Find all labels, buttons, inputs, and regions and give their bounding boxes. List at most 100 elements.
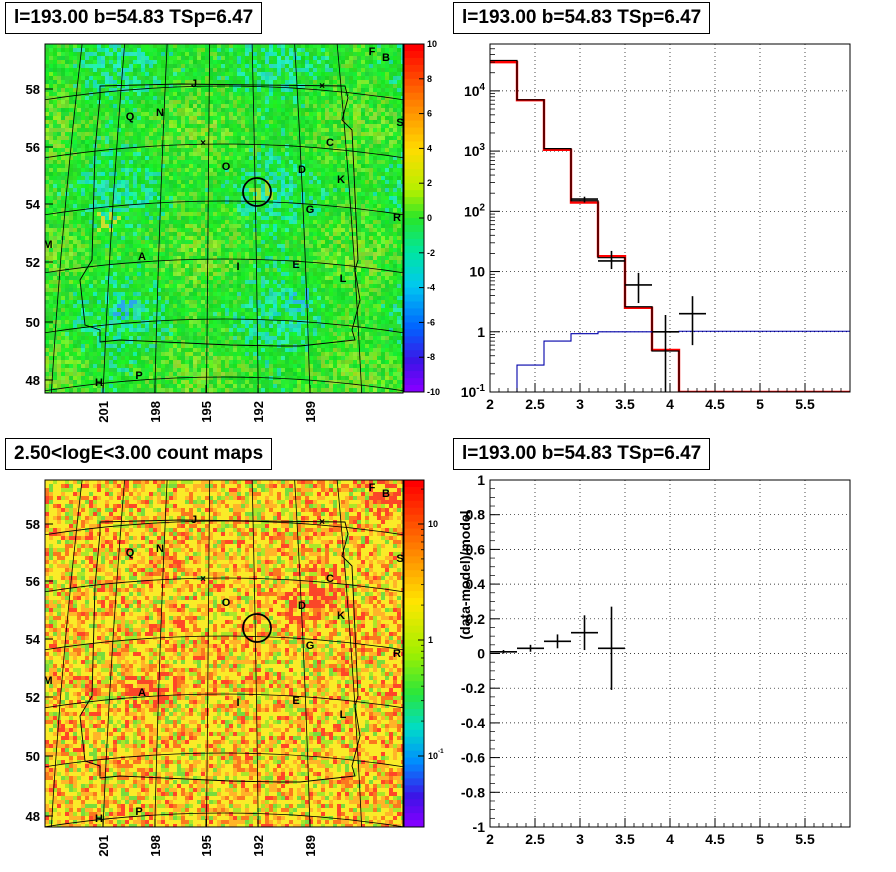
map-pixel	[241, 156, 245, 160]
map-pixel	[209, 140, 213, 144]
map-pixel	[365, 164, 369, 168]
map-pixel	[113, 76, 117, 80]
map-pixel	[105, 232, 109, 236]
map-pixel	[129, 148, 133, 152]
map-pixel	[237, 248, 241, 252]
map-pixel	[177, 188, 181, 192]
map-pixel	[373, 140, 377, 144]
map-pixel	[221, 104, 225, 108]
map-pixel	[357, 116, 361, 120]
map-pixel	[313, 160, 317, 164]
map-pixel	[105, 112, 109, 116]
map-pixel	[245, 248, 249, 252]
map-pixel	[317, 164, 321, 168]
map-pixel	[325, 196, 329, 200]
map-pixel	[225, 184, 229, 188]
map-pixel	[73, 112, 77, 116]
map-pixel	[113, 80, 117, 84]
map-pixel	[289, 140, 293, 144]
map-pixel	[93, 112, 97, 116]
map-pixel	[313, 148, 317, 152]
map-pixel	[153, 128, 157, 132]
map-pixel	[61, 84, 65, 88]
map-pixel	[225, 48, 229, 52]
map-pixel	[69, 200, 73, 204]
map-pixel	[189, 64, 193, 68]
map-pixel	[209, 104, 213, 108]
map-pixel	[149, 68, 153, 72]
map-pixel	[369, 252, 373, 256]
map-pixel	[377, 132, 381, 136]
map-pixel	[305, 184, 309, 188]
map-pixel	[257, 88, 261, 92]
map-pixel	[49, 264, 53, 268]
map-pixel	[181, 92, 185, 96]
map-pixel	[177, 124, 181, 128]
map-pixel	[157, 92, 161, 96]
map-pixel	[145, 164, 149, 168]
map-pixel	[281, 92, 285, 96]
map-pixel	[169, 108, 173, 112]
map-pixel	[389, 152, 393, 156]
map-pixel	[145, 228, 149, 232]
map-pixel	[189, 92, 193, 96]
map-pixel	[181, 216, 185, 220]
map-pixel	[321, 212, 325, 216]
map-pixel	[249, 144, 253, 148]
map-pixel	[325, 208, 329, 212]
map-pixel	[313, 260, 317, 264]
map-pixel	[57, 156, 61, 160]
map-pixel	[165, 96, 169, 100]
map-pixel	[241, 92, 245, 96]
map-pixel	[97, 132, 101, 136]
map-pixel	[245, 60, 249, 64]
map-pixel	[361, 208, 365, 212]
map-pixel	[141, 196, 145, 200]
map-pixel	[257, 56, 261, 60]
map-pixel	[129, 80, 133, 84]
map-pixel	[81, 128, 85, 132]
map-pixel	[313, 144, 317, 148]
map-pixel	[161, 176, 165, 180]
map-pixel	[73, 76, 77, 80]
map-pixel	[185, 124, 189, 128]
map-pixel	[169, 188, 173, 192]
map-pixel	[109, 248, 113, 252]
map-pixel	[205, 232, 209, 236]
map-pixel	[141, 168, 145, 172]
map-pixel	[169, 212, 173, 216]
map-pixel	[241, 252, 245, 256]
map-pixel	[141, 232, 145, 236]
map-pixel	[197, 216, 201, 220]
map-pixel	[389, 216, 393, 220]
map-pixel	[401, 212, 403, 216]
map-pixel	[297, 260, 301, 264]
map-pixel	[241, 140, 245, 144]
map-pixel	[197, 204, 201, 208]
map-pixel	[377, 240, 381, 244]
map-pixel	[197, 256, 201, 260]
map-pixel	[85, 188, 89, 192]
map-pixel	[381, 144, 385, 148]
map-pixel	[349, 176, 353, 180]
map-pixel	[205, 236, 209, 240]
map-pixel	[329, 220, 333, 224]
map-pixel	[329, 132, 333, 136]
map-pixel	[317, 240, 321, 244]
map-pixel	[85, 212, 89, 216]
map-pixel	[317, 156, 321, 160]
map-pixel	[205, 200, 209, 204]
map-pixel	[289, 244, 293, 248]
map-pixel	[273, 260, 277, 264]
map-pixel	[277, 56, 281, 60]
map-pixel	[153, 56, 157, 60]
map-pixel	[353, 132, 357, 136]
map-pixel	[205, 124, 209, 128]
map-pixel	[277, 224, 281, 228]
map-pixel	[149, 124, 153, 128]
map-pixel	[265, 52, 269, 56]
map-pixel	[329, 148, 333, 152]
map-pixel	[385, 256, 389, 260]
map-pixel	[333, 116, 337, 120]
map-pixel	[125, 60, 129, 64]
